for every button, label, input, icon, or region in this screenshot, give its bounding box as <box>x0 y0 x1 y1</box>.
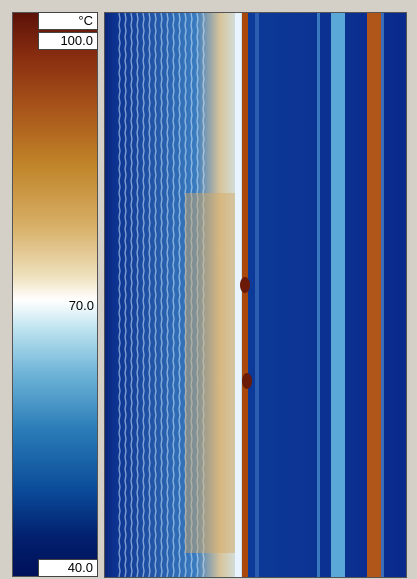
max-label: 100.0 <box>38 32 98 50</box>
colorbar <box>12 12 98 577</box>
thermal-svg <box>105 13 407 578</box>
mid-label: 70.0 <box>38 298 98 316</box>
thermal-image <box>104 12 407 578</box>
unit-label: °C <box>38 12 98 30</box>
screen: °C 100.0 70.0 40.0 <box>0 0 417 579</box>
min-label: 40.0 <box>38 559 98 577</box>
